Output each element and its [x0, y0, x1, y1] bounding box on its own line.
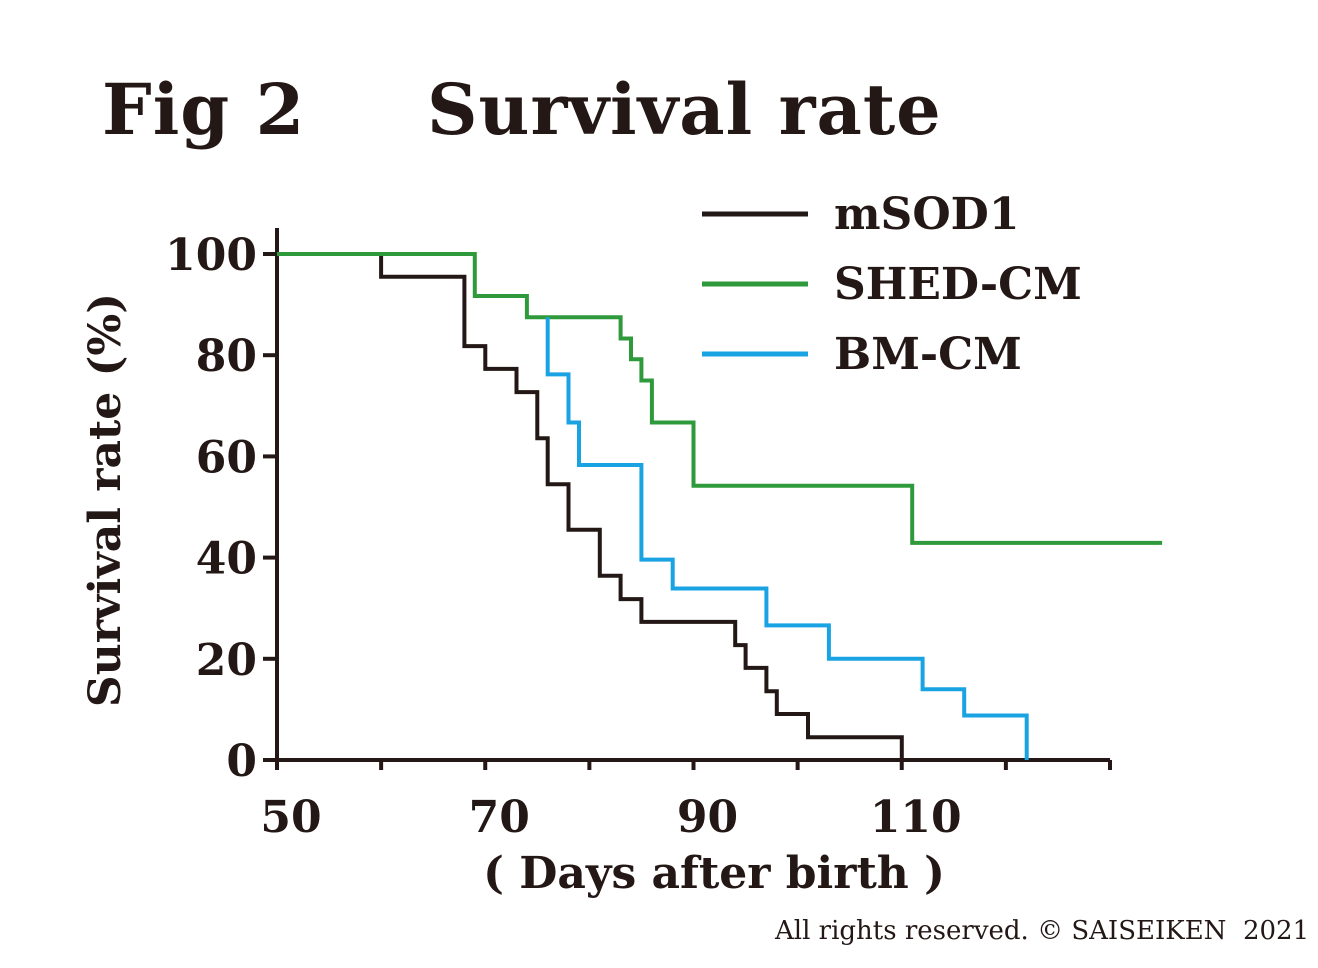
x-tick-label: 90: [677, 792, 738, 843]
legend-label-msod1: mSOD1: [834, 189, 1019, 240]
y-tick-label: 100: [165, 230, 257, 281]
legend: mSOD1 SHED-CM BM-CM: [702, 189, 1082, 380]
y-tick-label: 80: [196, 331, 257, 382]
x-tick-label: 50: [260, 792, 321, 843]
series-line-bm-cm: [545, 317, 1029, 760]
y-tick-label: 60: [196, 432, 257, 483]
x-axis-label: ( Days after birth ): [483, 848, 945, 899]
series-line-shed-cm: [277, 252, 1163, 545]
legend-label-shed-cm: SHED-CM: [834, 259, 1082, 310]
x-tick-label: 70: [469, 792, 530, 843]
y-axis-label: Survival rate (%): [80, 293, 131, 707]
y-tick-label: 40: [196, 534, 257, 585]
series-layer: [277, 252, 1163, 760]
y-tick-label: 20: [196, 635, 257, 686]
legend-label-bm-cm: BM-CM: [834, 329, 1022, 380]
chart-title: Survival rate: [427, 68, 942, 151]
copyright-notice: All rights reserved. © SAISEIKEN 2021: [775, 916, 1310, 946]
series-line-msod1: [277, 252, 904, 760]
y-tick-label: 0: [226, 736, 257, 787]
figure-label: Fig 2: [102, 68, 306, 151]
axes: 50 70 90 110 0 20 40 60 80 100: [165, 228, 1112, 843]
x-tick-label: 110: [870, 792, 962, 843]
